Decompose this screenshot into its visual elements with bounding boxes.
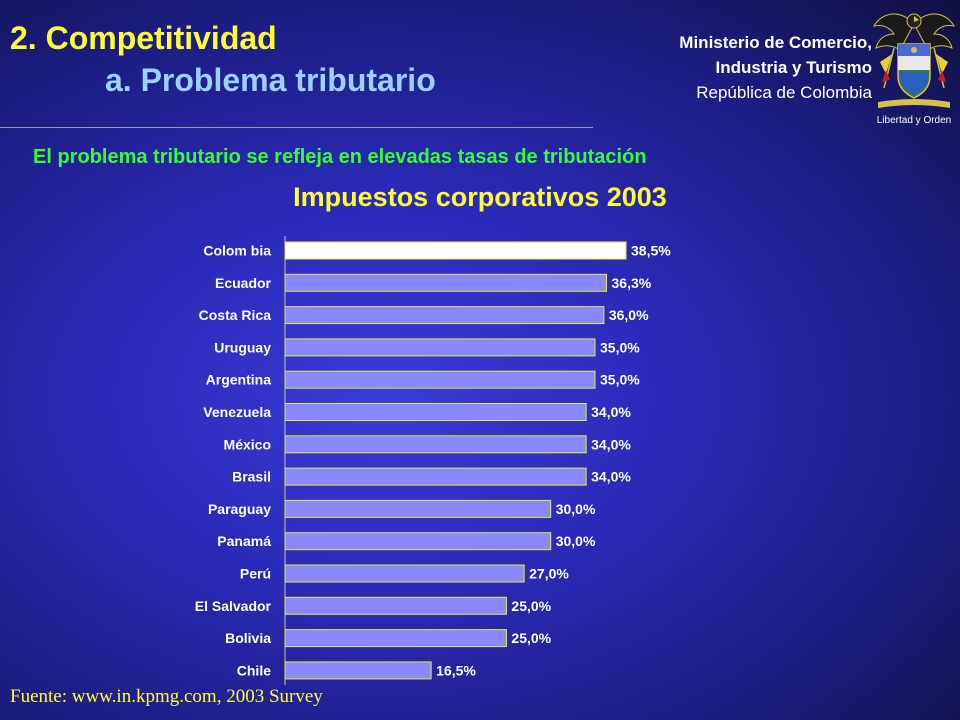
bar xyxy=(284,370,596,389)
bar xyxy=(284,403,587,421)
category-label: Brasil xyxy=(232,469,271,485)
data-label: 30,0% xyxy=(556,501,596,517)
bar xyxy=(284,467,587,486)
category-label: Paraguay xyxy=(208,501,271,517)
category-label: Argentina xyxy=(206,372,272,388)
bar xyxy=(284,241,627,260)
data-label: 36,3% xyxy=(612,275,652,291)
data-label: 38,5% xyxy=(631,243,671,259)
bar xyxy=(284,661,432,680)
data-label: 25,0% xyxy=(511,598,551,614)
category-label: Uruguay xyxy=(214,339,271,355)
bar xyxy=(284,629,507,648)
ministry-line-2: Industria y Turismo xyxy=(715,58,873,77)
category-label: Chile xyxy=(237,662,271,678)
category-label: Costa Rica xyxy=(199,307,272,323)
bar xyxy=(284,435,587,454)
category-label: El Salvador xyxy=(195,598,272,614)
data-label: 34,0% xyxy=(591,404,631,420)
category-label: Bolivia xyxy=(225,630,271,646)
data-label: 27,0% xyxy=(529,566,569,582)
category-label: Panamá xyxy=(217,533,271,549)
data-label: 16,5% xyxy=(436,662,476,678)
data-label: 35,0% xyxy=(600,339,640,355)
title-divider xyxy=(0,127,593,128)
ministry-line-1: Ministerio de Comercio, xyxy=(679,33,872,52)
category-label: Venezuela xyxy=(203,404,271,420)
bar xyxy=(284,306,605,325)
bar xyxy=(284,338,596,357)
chart-title: Impuestos corporativos 2003 xyxy=(293,182,667,212)
category-label: México xyxy=(224,436,271,452)
bar xyxy=(284,532,552,551)
data-label: 25,0% xyxy=(511,630,551,646)
slide-subtitle: El problema tributario se refleja en ele… xyxy=(33,146,647,168)
ministry-block: Ministerio de Comercio, Industria y Turi… xyxy=(679,30,872,105)
slide-title: 2. Competitividad xyxy=(10,20,277,56)
data-label: 34,0% xyxy=(591,469,631,485)
data-label: 36,0% xyxy=(609,307,649,323)
crest-motto: Libertad y Orden xyxy=(877,115,952,126)
slide-subtitle-heading: a. Problema tributario xyxy=(105,62,436,98)
data-label: 34,0% xyxy=(591,436,631,452)
ministry-line-3: República de Colombia xyxy=(696,83,872,102)
data-label: 30,0% xyxy=(556,533,596,549)
source-note: Fuente: www.in.kpmg.com, 2003 Survey xyxy=(10,686,323,707)
category-label: Ecuador xyxy=(215,275,272,291)
bar xyxy=(284,499,552,518)
category-label: Colom bia xyxy=(203,243,271,259)
colombia-coat-of-arms-icon: Libertad y Orden xyxy=(873,13,955,126)
category-label: Perú xyxy=(240,566,271,582)
corporate-tax-bar-chart: Colom bia 38,5% Ecuador 36,3% Costa Rica 36,0… xyxy=(195,236,671,685)
data-label: 35,0% xyxy=(600,372,640,388)
bar xyxy=(284,273,608,292)
bar xyxy=(284,564,525,583)
bar xyxy=(284,596,507,615)
